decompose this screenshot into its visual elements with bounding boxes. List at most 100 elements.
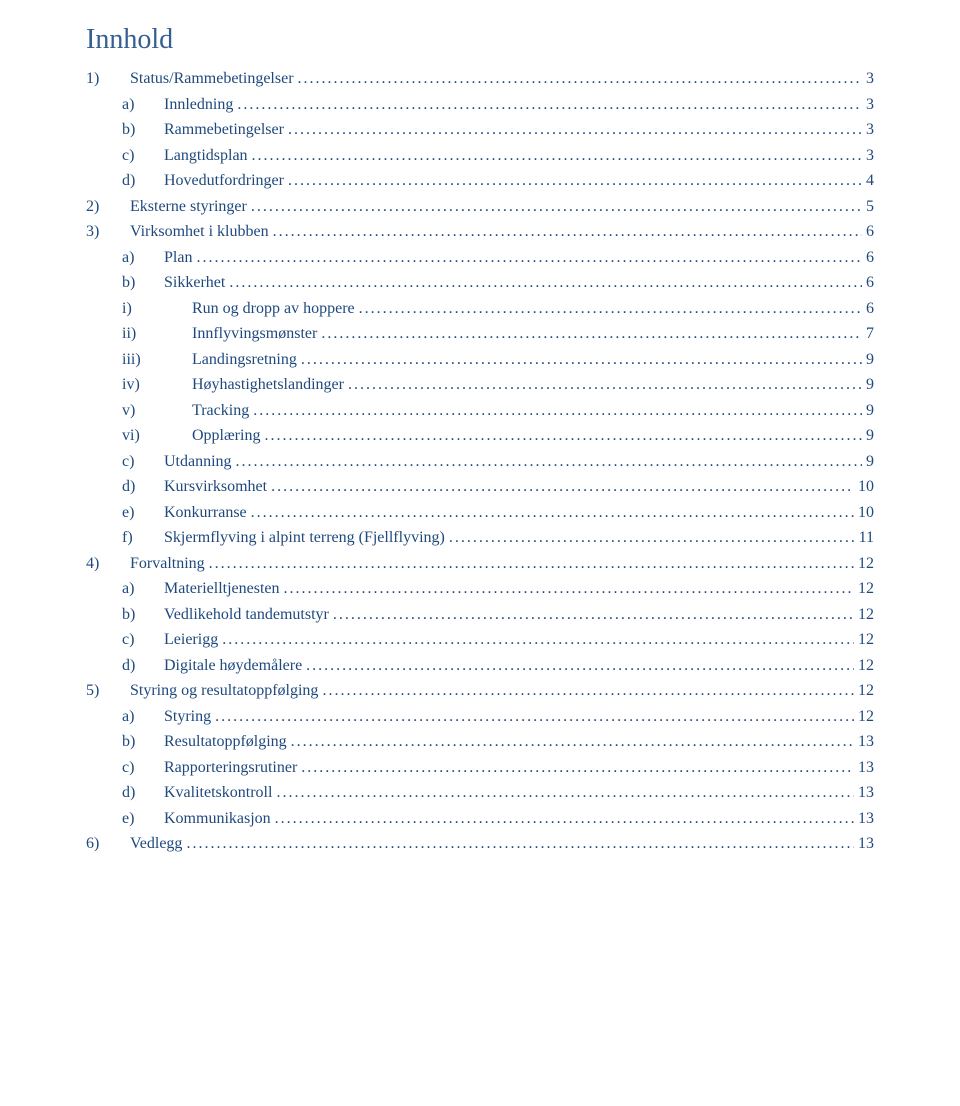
- toc-entry-label: Tracking: [192, 402, 249, 420]
- toc-entry-page: 6: [866, 274, 874, 292]
- toc-entry[interactable]: a)Materielltjenesten 12: [86, 580, 874, 598]
- toc-entry[interactable]: v)Tracking 9: [86, 402, 874, 420]
- toc-entry[interactable]: c)Leierigg 12: [86, 631, 874, 649]
- toc-entry[interactable]: e)Konkurranse 10: [86, 504, 874, 522]
- toc-entry-marker: b): [86, 606, 164, 624]
- toc-entry-label: Rammebetingelser: [164, 121, 284, 139]
- toc-entry-label: Høyhastighetslandinger: [192, 376, 344, 394]
- toc-entry[interactable]: a)Innledning 3: [86, 96, 874, 114]
- toc-entry-leader: [273, 223, 862, 241]
- toc-entry-leader: [271, 478, 854, 496]
- toc-entry-label: Styring: [164, 708, 211, 726]
- toc-entry[interactable]: f)Skjermflyving i alpint terreng (Fjellf…: [86, 529, 874, 547]
- toc-entry-page: 13: [858, 759, 874, 777]
- toc-entry-marker: 1): [86, 70, 130, 88]
- toc-entry-label: Utdanning: [164, 453, 232, 471]
- toc-entry-label: Hovedutfordringer: [164, 172, 284, 190]
- toc-entry[interactable]: iii)Landingsretning 9: [86, 351, 874, 369]
- toc-entry-marker: b): [86, 121, 164, 139]
- toc-entry-label: Run og dropp av hoppere: [192, 300, 355, 318]
- toc-entry[interactable]: 1)Status/Rammebetingelser 3: [86, 70, 874, 88]
- toc-entry-label: Opplæring: [192, 427, 260, 445]
- toc-entry-marker: vi): [86, 427, 192, 445]
- toc-entry-leader: [237, 96, 862, 114]
- toc-entry[interactable]: vi)Opplæring 9: [86, 427, 874, 445]
- toc-entry-page: 4: [866, 172, 874, 190]
- toc-entry-leader: [186, 835, 854, 853]
- toc-entry-page: 9: [866, 402, 874, 420]
- toc-entry-leader: [252, 147, 862, 165]
- toc-entry-page: 9: [866, 427, 874, 445]
- toc-entry[interactable]: 5)Styring og resultatoppfølging 12: [86, 682, 874, 700]
- toc-entry-leader: [301, 759, 854, 777]
- toc-entry-marker: a): [86, 96, 164, 114]
- toc-entry[interactable]: c)Rapporteringsrutiner 13: [86, 759, 874, 777]
- toc-entry[interactable]: iv)Høyhastighetslandinger 9: [86, 376, 874, 394]
- toc-entry-marker: 3): [86, 223, 130, 241]
- toc-entry[interactable]: 2)Eksterne styringer 5: [86, 198, 874, 216]
- toc-entry[interactable]: b)Rammebetingelser 3: [86, 121, 874, 139]
- toc-entry[interactable]: d)Hovedutfordringer 4: [86, 172, 874, 190]
- toc-entry-leader: [301, 351, 862, 369]
- toc-entry-label: Eksterne styringer: [130, 198, 247, 216]
- toc-entry-marker: c): [86, 453, 164, 471]
- toc-entry[interactable]: d)Kursvirksomhet 10: [86, 478, 874, 496]
- toc-entry-label: Vedlikehold tandemutstyr: [164, 606, 329, 624]
- toc-entry-marker: 4): [86, 555, 130, 573]
- toc-entry-marker: e): [86, 504, 164, 522]
- toc-entry-leader: [229, 274, 862, 292]
- toc-entry-page: 9: [866, 453, 874, 471]
- toc-entry-label: Digitale høydemålere: [164, 657, 302, 675]
- toc-entry-marker: d): [86, 172, 164, 190]
- toc-entry[interactable]: 4)Forvaltning 12: [86, 555, 874, 573]
- toc-entry-marker: c): [86, 631, 164, 649]
- toc-entry-marker: iv): [86, 376, 192, 394]
- toc-entry-leader: [288, 172, 862, 190]
- toc-entry-leader: [251, 198, 862, 216]
- toc-entry-marker: b): [86, 274, 164, 292]
- toc-entry[interactable]: d)Kvalitetskontroll 13: [86, 784, 874, 802]
- toc-entry[interactable]: d)Digitale høydemålere 12: [86, 657, 874, 675]
- toc-entry-marker: a): [86, 708, 164, 726]
- toc-entry-marker: v): [86, 402, 192, 420]
- toc-entry[interactable]: b)Sikkerhet 6: [86, 274, 874, 292]
- toc-entry-page: 12: [858, 580, 874, 598]
- toc-entry-page: 12: [858, 631, 874, 649]
- toc-container: 1)Status/Rammebetingelser 3 a)Innledning …: [86, 70, 874, 853]
- toc-entry[interactable]: 3)Virksomhet i klubben 6: [86, 223, 874, 241]
- toc-entry[interactable]: ii)Innflyvingsmønster 7: [86, 325, 874, 343]
- toc-entry[interactable]: 6)Vedlegg 13: [86, 835, 874, 853]
- toc-entry[interactable]: a)Plan 6: [86, 249, 874, 267]
- toc-entry-page: 12: [858, 606, 874, 624]
- toc-entry-leader: [236, 453, 862, 471]
- toc-entry[interactable]: c)Langtidsplan 3: [86, 147, 874, 165]
- toc-entry-marker: a): [86, 580, 164, 598]
- toc-entry-page: 12: [858, 657, 874, 675]
- toc-entry[interactable]: i)Run og dropp av hoppere 6: [86, 300, 874, 318]
- toc-entry-leader: [253, 402, 862, 420]
- toc-entry[interactable]: b)Vedlikehold tandemutstyr 12: [86, 606, 874, 624]
- toc-entry[interactable]: e)Kommunikasjon 13: [86, 810, 874, 828]
- toc-entry-page: 5: [866, 198, 874, 216]
- toc-entry-label: Forvaltning: [130, 555, 205, 573]
- toc-entry-label: Resultatoppfølging: [164, 733, 287, 751]
- toc-entry-marker: 2): [86, 198, 130, 216]
- toc-entry-marker: e): [86, 810, 164, 828]
- toc-entry-page: 3: [866, 96, 874, 114]
- toc-entry-label: Kvalitetskontroll: [164, 784, 272, 802]
- toc-entry-marker: d): [86, 657, 164, 675]
- toc-entry-marker: 5): [86, 682, 130, 700]
- toc-entry-page: 3: [866, 121, 874, 139]
- toc-entry-label: Innledning: [164, 96, 233, 114]
- toc-entry-label: Styring og resultatoppfølging: [130, 682, 318, 700]
- toc-entry[interactable]: b)Resultatoppfølging 13: [86, 733, 874, 751]
- toc-entry-label: Vedlegg: [130, 835, 182, 853]
- toc-entry[interactable]: c)Utdanning 9: [86, 453, 874, 471]
- toc-entry-label: Materielltjenesten: [164, 580, 280, 598]
- toc-entry[interactable]: a)Styring 12: [86, 708, 874, 726]
- toc-entry-label: Konkurranse: [164, 504, 247, 522]
- toc-entry-label: Leierigg: [164, 631, 218, 649]
- toc-entry-leader: [359, 300, 862, 318]
- toc-entry-leader: [264, 427, 862, 445]
- toc-entry-page: 6: [866, 300, 874, 318]
